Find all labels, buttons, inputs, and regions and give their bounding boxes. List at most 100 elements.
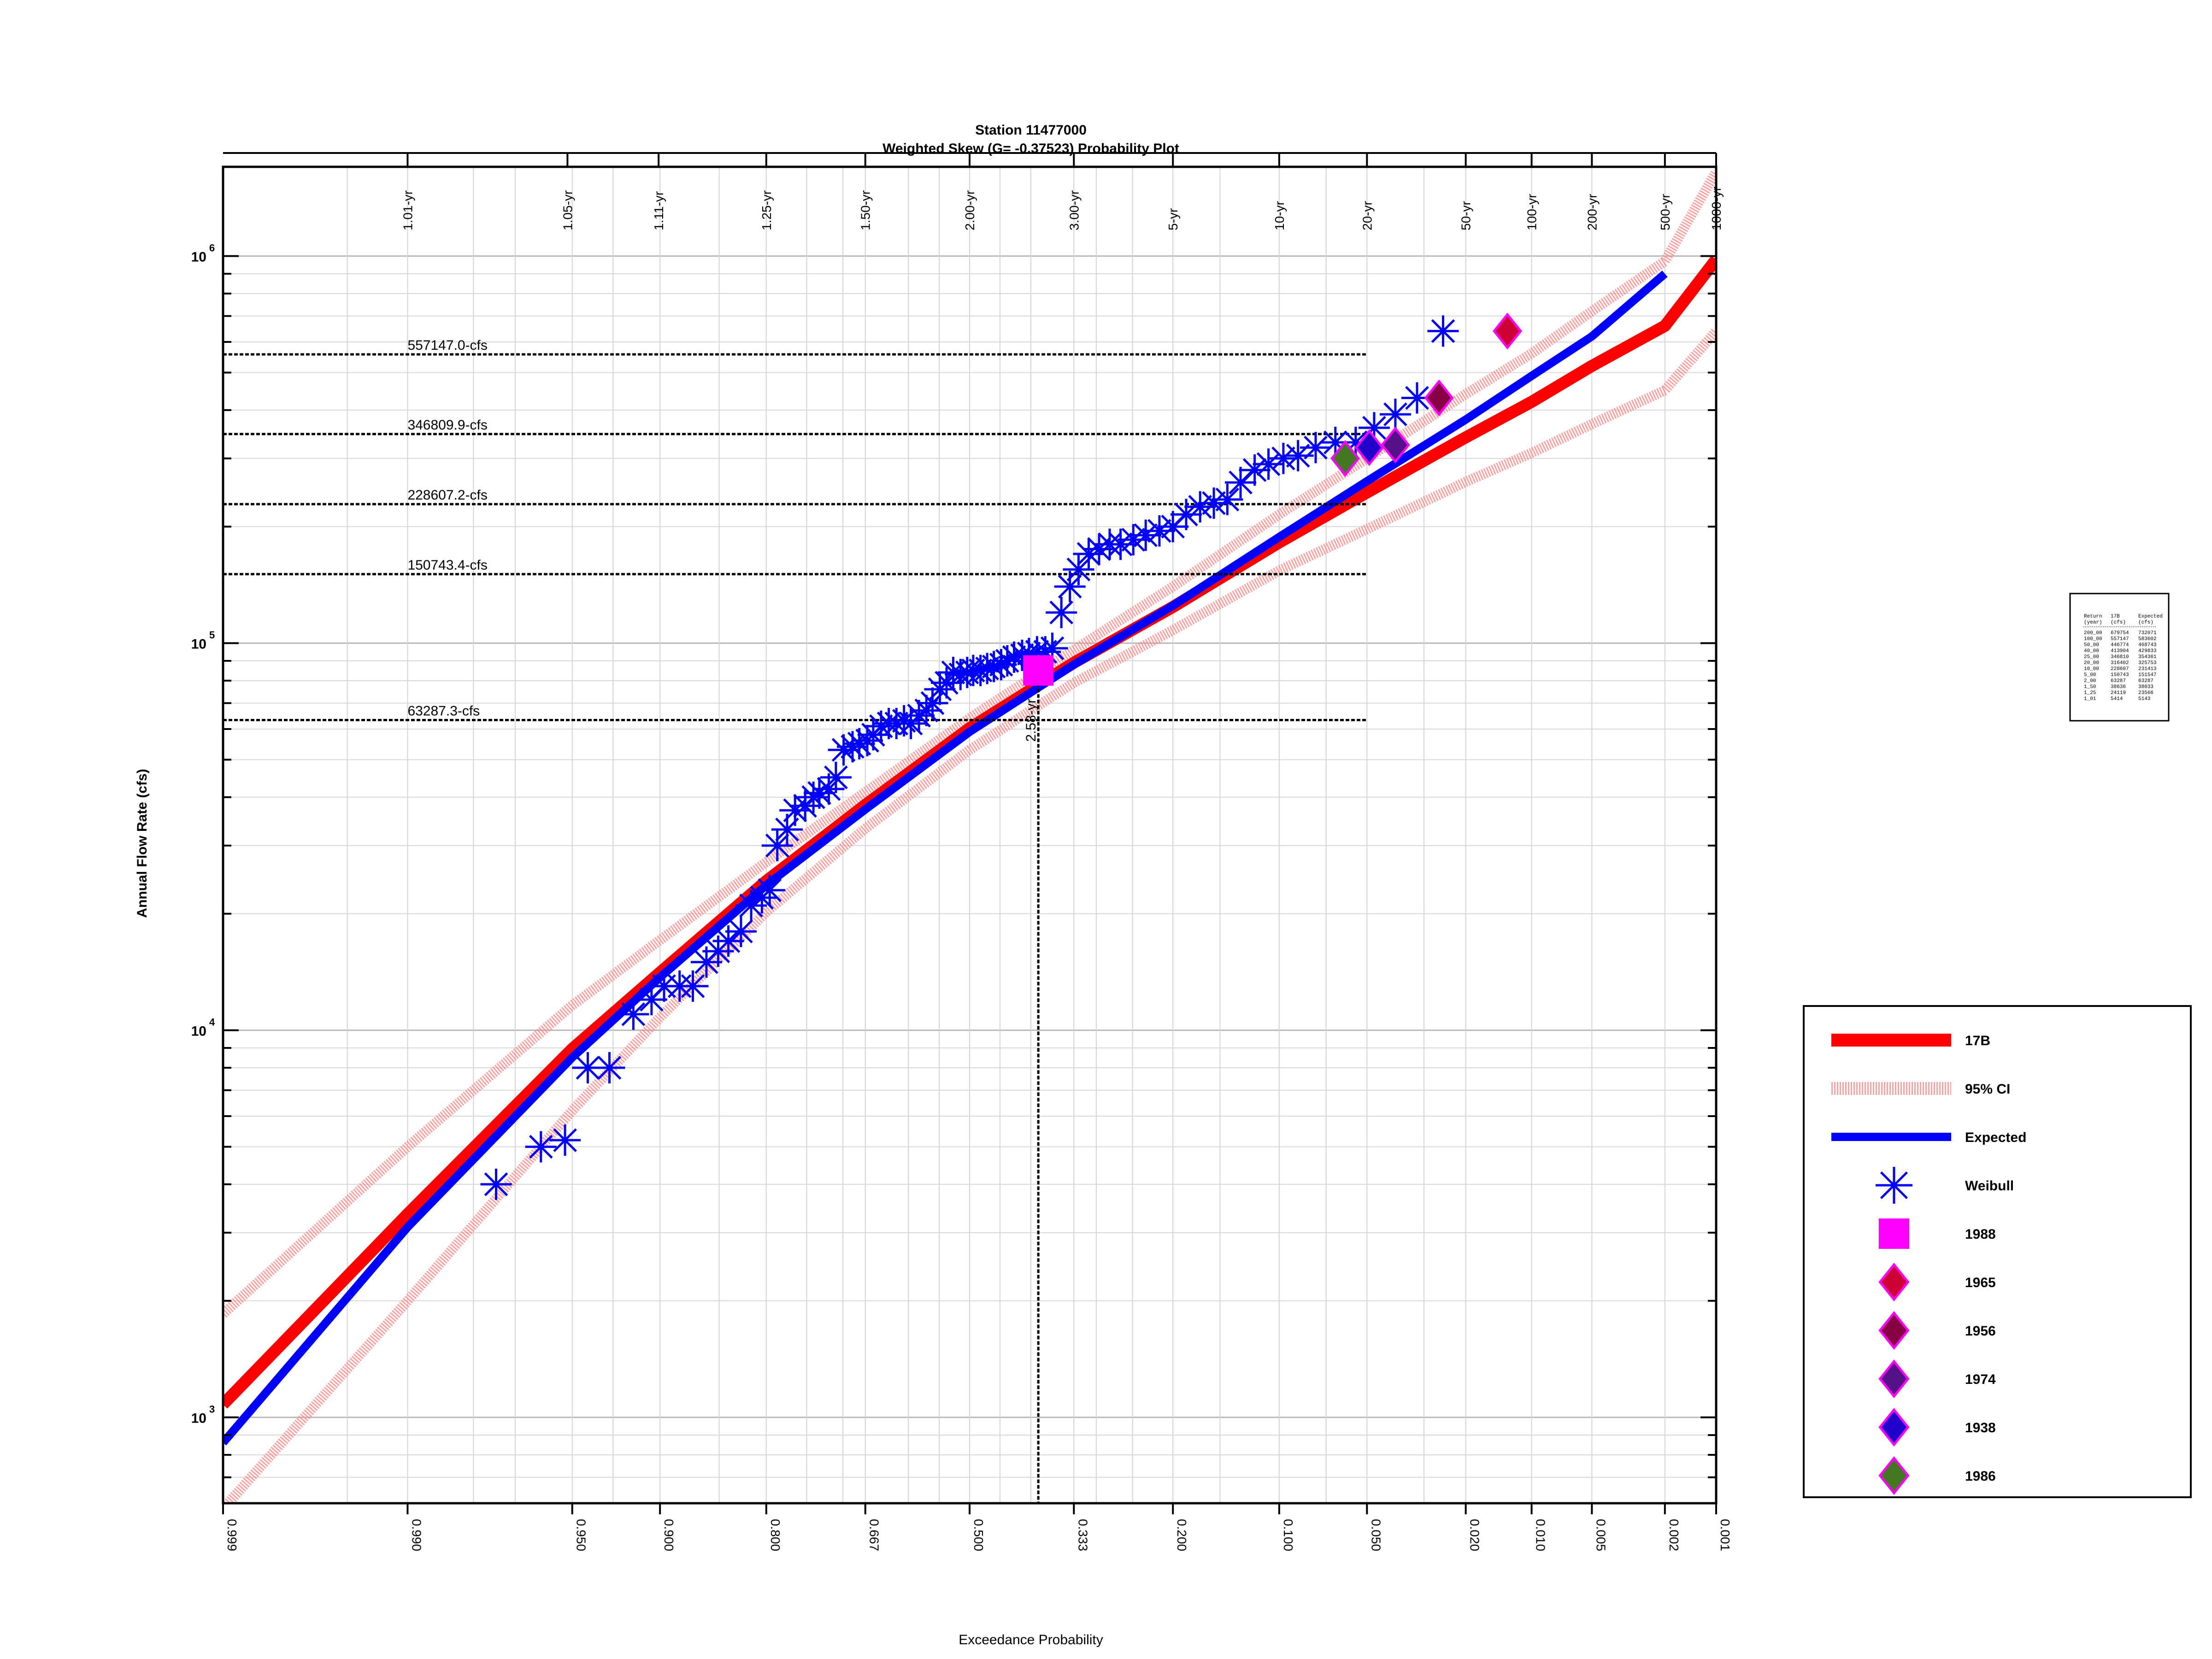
reference-label: 228607.2-cfs <box>407 488 487 503</box>
y-tick-label: 10 <box>191 250 206 265</box>
table-cell: 1_50 <box>2084 684 2096 690</box>
top-tick-label: 50-yr <box>1459 201 1473 230</box>
legend-label: 1988 <box>1965 1227 1996 1242</box>
table-cell: 24119 <box>2111 690 2126 696</box>
legend-swatch-1974 <box>1878 1359 1910 1399</box>
asterisk-stroke <box>1242 458 1267 482</box>
reference-label: 150743.4-cfs <box>407 558 487 573</box>
asterisk-stroke <box>729 919 753 943</box>
weibull-point <box>1157 511 1189 542</box>
legend-label: Weibull <box>1965 1178 2014 1194</box>
top-tick-label: 1000-yr <box>1709 187 1724 230</box>
table-cell: 23566 <box>2138 690 2153 696</box>
weibull-point <box>1239 454 1271 486</box>
table-cell: 2_00 <box>2084 678 2096 684</box>
asterisk-stroke <box>1431 319 1455 343</box>
table-cell: 25_00 <box>2084 654 2099 660</box>
table-cell: 38636 <box>2111 684 2126 690</box>
table-cell: 732071 <box>2138 630 2157 636</box>
chart-subtitle: Weighted Skew (G= -0.37523) Probability … <box>882 141 1179 156</box>
point-1956 <box>1424 379 1454 417</box>
legend-label: 1986 <box>1965 1469 1996 1484</box>
top-tick-label: 20-yr <box>1360 201 1374 230</box>
asterisk-stroke <box>1066 557 1091 582</box>
asterisk-stroke <box>1134 523 1158 547</box>
x-tick-label: 0.333 <box>1076 1519 1090 1551</box>
y-tick-label: 10 <box>191 1024 206 1039</box>
table-cell: 5_00 <box>2084 672 2096 678</box>
table-cell: 231413 <box>2138 666 2157 672</box>
top-tick-label: 100-yr <box>1525 194 1539 230</box>
legend-swatch-1965 <box>1878 1262 1910 1302</box>
asterisk-stroke <box>529 1135 553 1159</box>
top-tick-label: 10-yr <box>1272 201 1287 230</box>
reference-label: 63287.3-cfs <box>407 704 480 719</box>
frequency-curves <box>223 256 1716 1446</box>
ci-lower-line <box>223 328 1716 1503</box>
weibull-point <box>1358 412 1390 444</box>
point-1986 <box>1330 440 1360 477</box>
top-tick-label: 500-yr <box>1658 194 1672 230</box>
asterisk-stroke <box>621 1002 646 1026</box>
table-cell: 557147 <box>2111 636 2129 642</box>
table-cell: 38033 <box>2138 684 2153 690</box>
x-tick-label: 0.999 <box>225 1519 239 1551</box>
weibull-point <box>1054 571 1086 602</box>
confidence-band <box>223 169 1716 1503</box>
table-cell: 446774 <box>2111 642 2129 648</box>
point-1974 <box>1380 426 1410 464</box>
table-cell: 413904 <box>2111 648 2129 654</box>
asterisk-stroke <box>1256 452 1281 476</box>
legend-label: 17B <box>1965 1033 1990 1048</box>
weibull-point <box>677 970 709 1002</box>
top-tick-label: 1.25-yr <box>759 190 774 230</box>
table-cell: 5414 <box>2111 696 2123 702</box>
table-cell: 63287 <box>2138 678 2153 684</box>
weibull-point <box>594 1052 625 1084</box>
weibull-point <box>549 1124 581 1156</box>
asterisk-stroke <box>1147 519 1171 543</box>
weibull-point <box>761 830 793 861</box>
asterisk-stroke <box>484 1172 508 1196</box>
legend-swatch-1956 <box>1878 1311 1910 1350</box>
asterisk-stroke <box>831 738 856 762</box>
asterisk-stroke <box>681 974 705 998</box>
table-cell: 17B <box>2111 614 2120 619</box>
asterisk-stroke <box>1323 430 1347 454</box>
weibull-point <box>1300 432 1331 464</box>
table-cell: 316402 <box>2111 660 2129 666</box>
table-cell: 100_00 <box>2084 636 2102 642</box>
asterisk-stroke <box>1304 435 1328 460</box>
legend-label: Expected <box>1965 1130 2026 1145</box>
x-tick-label: 0.800 <box>768 1519 782 1551</box>
table-cell: 10_00 <box>2084 666 2099 672</box>
grid-lines <box>223 167 1717 1504</box>
weibull-point <box>1225 467 1257 499</box>
x-tick-label: 0.001 <box>1718 1519 1732 1551</box>
table-cell: 325753 <box>2138 660 2157 666</box>
table-cell: 354361 <box>2138 654 2157 660</box>
table-cell: 429833 <box>2138 648 2157 654</box>
asterisk-stroke <box>1405 386 1429 410</box>
x-axis-label: Exceedance Probability <box>959 1632 1103 1647</box>
top-tick-label: 3.00-yr <box>1067 190 1081 230</box>
x-tick-label: 0.950 <box>574 1519 588 1551</box>
table-cell: (cfs) <box>2111 620 2126 625</box>
y-tick-exponent: 3 <box>209 1404 215 1415</box>
y-tick-exponent: 5 <box>209 629 215 641</box>
summary-table: Return 17B Expected (year) (cfs) (cfs) 200_00 6… <box>2069 593 2170 722</box>
vertical-reference-label: 2.58-yr <box>1024 699 1039 741</box>
legend: 17B 95% CI Expected Weibull 1988 1965 1956 1974… <box>1803 1005 2192 1498</box>
reference-label: 346809.9-cfs <box>407 418 487 433</box>
legend-swatch-1988 <box>1879 1218 1909 1249</box>
x-tick-label: 0.010 <box>1534 1519 1548 1551</box>
y-axis-label: Annual Flow Rate (cfs) <box>135 769 150 918</box>
top-tick-label: 1.01-yr <box>400 190 415 230</box>
asterisk-stroke <box>1108 532 1133 556</box>
x-tick-label: 0.990 <box>409 1519 424 1551</box>
table-cell: Return <box>2084 614 2102 619</box>
legend-swatch-1986 <box>1878 1456 1910 1495</box>
top-tick-label: 5-yr <box>1166 208 1180 230</box>
table-cell: 150743 <box>2111 672 2129 678</box>
